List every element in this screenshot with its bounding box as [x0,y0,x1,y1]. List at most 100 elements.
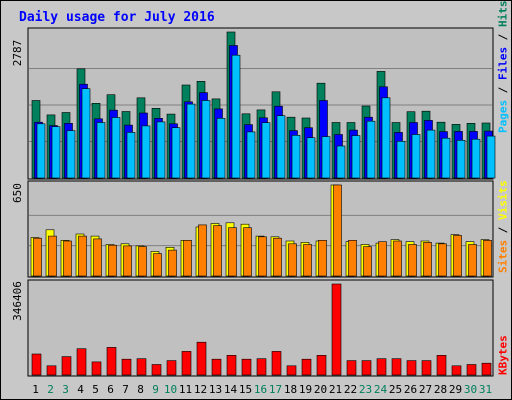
y-label-sites: Sites [497,240,510,273]
bar-kbytes-day-1 [31,353,42,376]
bar-pages-day-20 [321,136,331,179]
bar-kbytes-day-31 [481,362,492,376]
bar-sites-day-16 [258,236,267,277]
bar-sites-day-10 [168,249,177,277]
bar-sites-day-7 [123,245,132,277]
bar-kbytes-day-11 [181,351,192,376]
x-tick-label-day-10: 10 [164,383,177,396]
x-tick-label-day-26: 26 [404,383,417,396]
bar-pages-day-28 [441,137,451,179]
bar-kbytes-day-30 [466,364,477,376]
bar-sites-day-20 [318,240,327,277]
bar-pages-day-13 [216,118,226,179]
x-tick-label-day-8: 8 [137,383,144,396]
bar-pages-day-29 [456,140,466,179]
x-tick-label-day-11: 11 [179,383,192,396]
bar-pages-day-17 [276,115,286,179]
x-tick-label-day-28: 28 [434,383,447,396]
bar-kbytes-day-16 [256,358,267,376]
x-tick-label-day-6: 6 [107,383,114,396]
bar-pages-day-10 [171,127,181,179]
bar-pages-day-30 [471,138,481,179]
x-tick-label-day-7: 7 [122,383,129,396]
bar-sites-day-9 [153,253,162,277]
bar-kbytes-day-22 [346,360,357,376]
bar-pages-day-19 [306,137,316,179]
bar-pages-day-3 [66,130,76,179]
x-tick-label-day-18: 18 [284,383,297,396]
bar-sites-day-26 [408,244,417,277]
bar-kbytes-day-6 [106,347,117,376]
bar-pages-day-7 [126,132,136,179]
bar-sites-day-23 [363,246,372,277]
bar-sites-day-24 [378,241,387,277]
bar-pages-day-26 [411,134,421,179]
bar-sites-day-19 [303,244,312,277]
bar-kbytes-day-20 [316,354,327,376]
panel-kbytes [27,279,494,377]
x-tick-label-day-31: 31 [479,383,492,396]
x-tick-label-day-13: 13 [209,383,222,396]
bar-pages-day-24 [381,97,391,179]
bar-pages-day-5 [96,122,106,179]
bar-sites-day-5 [93,238,102,277]
bar-sites-day-28 [438,243,447,277]
bar-sites-day-1 [33,237,42,277]
x-axis-labels: 1 2 3 4 5 6 7 8 9 10 11 12 13 14 15 16 17 18 19 20 21 22 23 24 2… [32,383,492,396]
bar-pages-day-22 [351,135,361,179]
bar-pages-day-6 [111,117,121,179]
bar-kbytes-day-7 [121,358,132,376]
bar-kbytes-day-8 [136,358,147,376]
bar-kbytes-day-4 [76,348,87,376]
x-tick-label-day-25: 25 [389,383,402,396]
bar-kbytes-day-12 [196,341,207,376]
bar-sites-day-25 [393,240,402,277]
bar-pages-day-23 [366,120,376,179]
bar-kbytes-day-27 [421,360,432,376]
bar-sites-day-17 [273,237,282,277]
x-tick-label-day-15: 15 [239,383,252,396]
x-tick-label-day-23: 23 [359,383,372,396]
x-tick-label-day-30: 30 [464,383,477,396]
bar-pages-day-14 [231,54,241,179]
bar-kbytes-day-3 [61,356,72,376]
x-tick-label-day-22: 22 [344,383,357,396]
y-max-label-kbytes: 346406 [11,281,24,321]
y-label-hits: Pages / Files / Hits [497,1,510,133]
x-tick-label-day-2: 2 [47,383,54,396]
bar-kbytes-day-26 [406,360,417,376]
bar-sites-day-14 [228,227,237,277]
bar-kbytes-day-19 [301,358,312,376]
bar-sites-day-22 [348,240,357,277]
bar-pages-day-8 [141,125,151,179]
bar-sites-day-27 [423,242,432,277]
chart-title: Daily usage for July 2016 [19,10,215,25]
y-label-kbytes: KBytes [497,335,510,375]
bar-pages-day-27 [426,129,436,179]
bar-sites-day-30 [468,244,477,277]
x-tick-label-day-9: 9 [152,383,159,396]
bar-kbytes-day-17 [271,351,282,376]
panel-visits [27,180,494,278]
bar-kbytes-day-2 [46,365,57,376]
bar-pages-day-4 [81,88,91,179]
x-tick-label-day-19: 19 [299,383,312,396]
x-tick-label-day-5: 5 [92,383,99,396]
x-tick-label-day-12: 12 [194,383,207,396]
panel-hits [27,27,496,180]
bar-kbytes-day-18 [286,365,297,376]
bar-sites-day-13 [213,225,222,277]
bar-kbytes-day-9 [151,364,162,376]
bar-sites-day-6 [108,244,117,277]
x-tick-label-day-4: 4 [77,383,84,396]
x-tick-label-day-14: 14 [224,383,238,396]
bar-kbytes-day-10 [166,360,177,376]
bar-kbytes-day-13 [211,358,222,376]
bar-sites-day-15 [243,227,252,277]
bar-pages-day-11 [186,103,196,179]
bar-kbytes-day-21 [331,283,342,376]
bar-kbytes-day-15 [241,358,252,376]
bar-sites-day-18 [288,243,297,277]
y-label-visits: Sites / Visits [497,180,510,273]
